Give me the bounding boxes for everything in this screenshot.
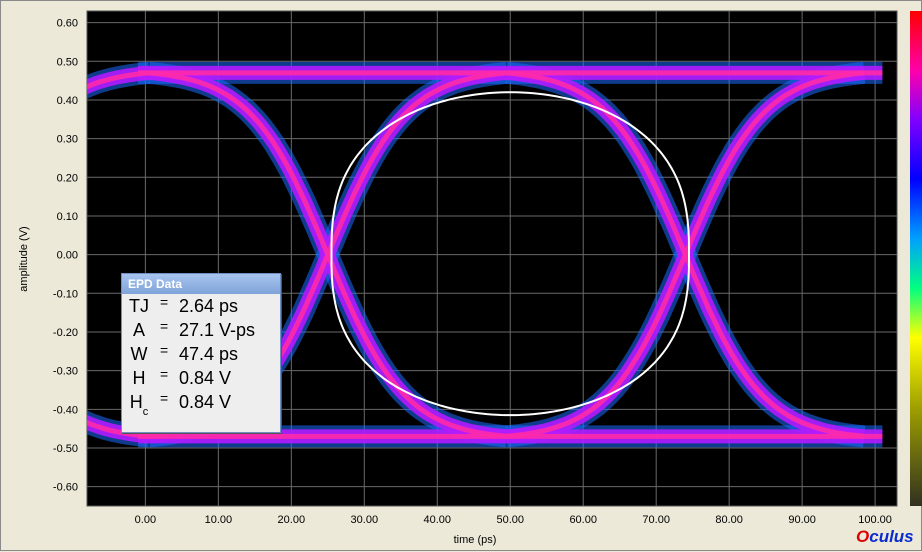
x-axis-title: time (ps) bbox=[454, 534, 497, 546]
epd-label: W bbox=[130, 344, 148, 364]
eye-contour bbox=[330, 91, 690, 417]
x-tick-label: 20.00 bbox=[278, 514, 306, 526]
x-tick-label: 60.00 bbox=[569, 514, 597, 526]
epd-row-tj: TJ = 2.64 ps bbox=[122, 294, 280, 318]
y-tick-label: 0.00 bbox=[57, 250, 78, 262]
eye-falling-edge bbox=[87, 419, 150, 439]
epd-equals: = bbox=[160, 294, 169, 310]
x-tick-label: 100.00 bbox=[858, 514, 892, 526]
epd-equals: = bbox=[160, 390, 169, 406]
x-tick-label: 0.00 bbox=[135, 514, 156, 526]
epd-value: 0.84 V bbox=[179, 392, 232, 412]
y-tick-label: -0.60 bbox=[53, 482, 78, 494]
x-tick-label: 70.00 bbox=[642, 514, 670, 526]
y-tick-label: 0.20 bbox=[57, 172, 78, 184]
epd-equals: = bbox=[160, 366, 169, 382]
epd-row-w: W = 47.4 ps bbox=[122, 342, 280, 366]
x-tick-label: 30.00 bbox=[351, 514, 379, 526]
x-tick-label: 40.00 bbox=[424, 514, 452, 526]
epd-row-h: H = 0.84 V bbox=[122, 366, 280, 390]
y-tick-labels: 0.60 0.50 0.40 0.30 0.20 0.10 0.00 -0.10 -0.20 -0… bbox=[53, 18, 78, 494]
y-tick-label: 0.40 bbox=[57, 95, 78, 107]
y-tick-label: 0.50 bbox=[57, 56, 78, 68]
epd-label: TJ bbox=[129, 296, 149, 316]
epd-label: Hc bbox=[129, 392, 149, 418]
epd-data-panel[interactable]: EPD Data TJ = 2.64 ps A = 27.1 V-ps W = … bbox=[121, 273, 281, 433]
eye-rising-edge bbox=[87, 70, 150, 90]
epd-rows: TJ = 2.64 ps A = 27.1 V-ps W = 47.4 ps H… bbox=[122, 294, 280, 418]
y-tick-label: -0.10 bbox=[53, 288, 78, 300]
epd-value: 27.1 V-ps bbox=[179, 320, 256, 340]
density-colorbar bbox=[910, 11, 922, 506]
eye-rising-edge bbox=[506, 70, 865, 439]
epd-value: 0.84 V bbox=[179, 368, 232, 388]
y-tick-label: -0.50 bbox=[53, 443, 78, 455]
epd-equals: = bbox=[160, 318, 169, 334]
y-tick-label: -0.40 bbox=[53, 404, 78, 416]
epd-value: 47.4 ps bbox=[179, 344, 239, 364]
y-tick-label: 0.10 bbox=[57, 211, 78, 223]
y-axis-title: amplitude (V) bbox=[18, 226, 30, 291]
oculus-logo: Oculus bbox=[856, 527, 914, 546]
y-tick-label: 0.60 bbox=[57, 18, 78, 30]
x-tick-label: 10.00 bbox=[205, 514, 233, 526]
epd-equals: = bbox=[160, 342, 169, 358]
epd-label: A bbox=[132, 320, 145, 340]
y-tick-label: -0.20 bbox=[53, 327, 78, 339]
x-tick-labels: 0.00 10.00 20.00 30.00 40.00 50.00 60.00 70.00 8… bbox=[135, 514, 892, 526]
y-tick-label: -0.30 bbox=[53, 366, 78, 378]
epd-row-hc: Hc = 0.84 V bbox=[122, 390, 280, 418]
epd-panel-title[interactable]: EPD Data bbox=[122, 274, 280, 294]
x-tick-label: 90.00 bbox=[788, 514, 816, 526]
epd-row-a: A = 27.1 V-ps bbox=[122, 318, 280, 342]
epd-label: H bbox=[132, 368, 146, 388]
x-tick-label: 80.00 bbox=[715, 514, 743, 526]
epd-value: 2.64 ps bbox=[179, 296, 239, 316]
x-tick-label: 50.00 bbox=[496, 514, 524, 526]
y-tick-label: 0.30 bbox=[57, 134, 78, 146]
